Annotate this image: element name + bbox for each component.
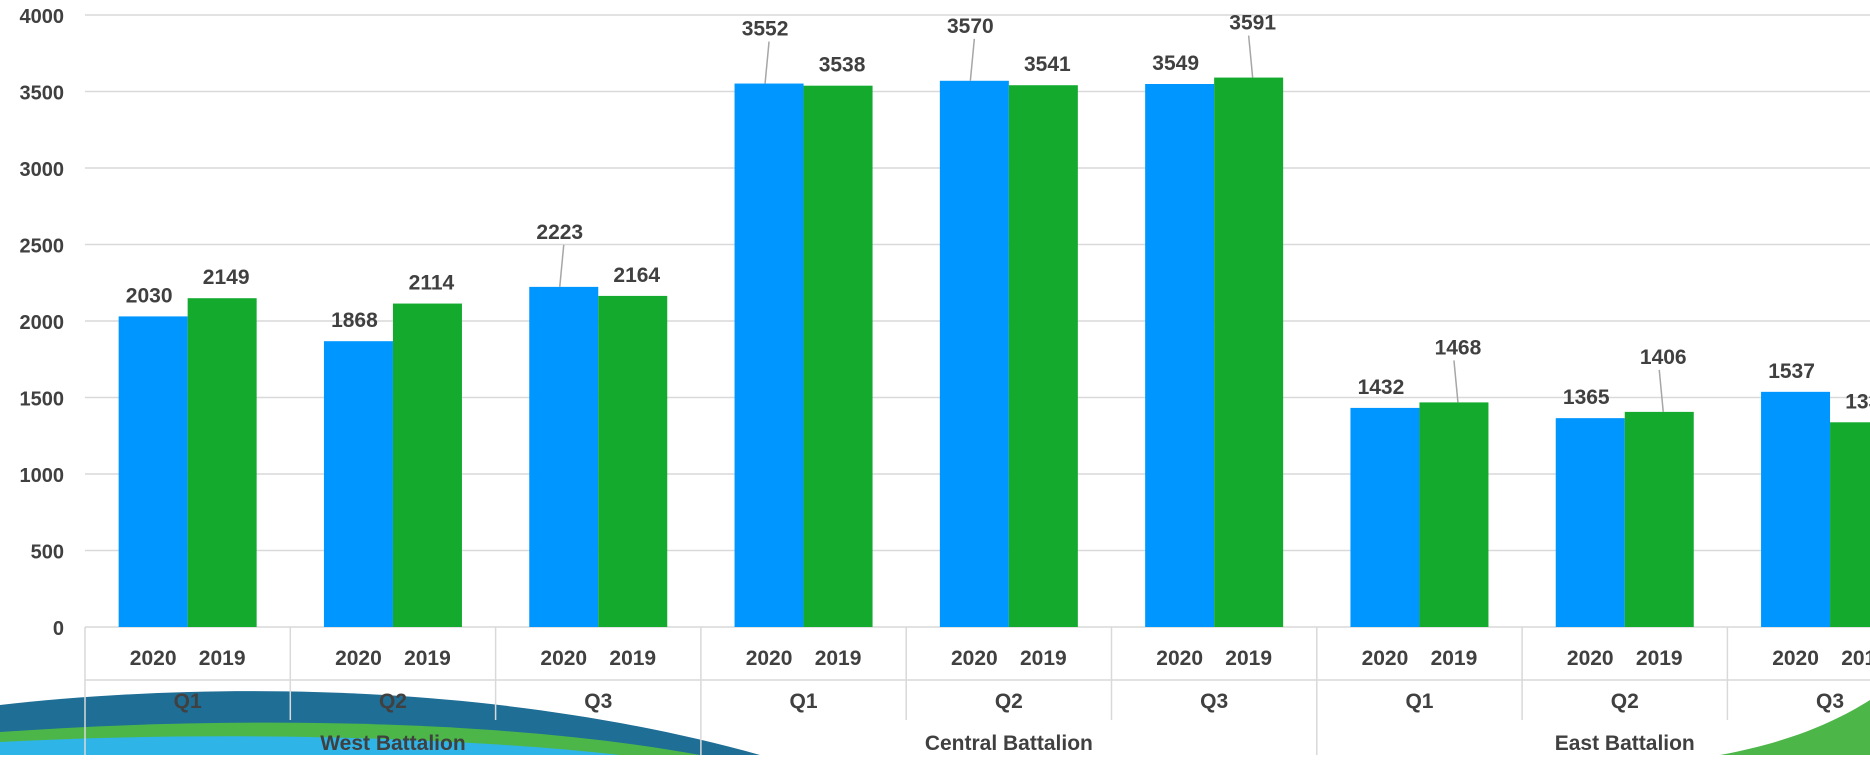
data-label: 3538 <box>819 54 866 77</box>
data-label: 2164 <box>613 264 660 287</box>
x-tick-label-quarter: Q1 <box>174 690 202 713</box>
x-tick-label-quarter: Q2 <box>995 690 1023 713</box>
y-tick-label: 2000 <box>20 312 65 334</box>
bar-2020 <box>529 286 599 627</box>
bar-2020 <box>323 341 393 627</box>
bar-2019 <box>598 295 668 627</box>
bar-2019 <box>803 85 873 628</box>
bar-2020 <box>118 316 188 627</box>
label-leader-line <box>764 41 770 84</box>
x-tick-label-year: 2020 <box>1567 647 1614 670</box>
data-label: 1468 <box>1435 336 1482 359</box>
x-tick-label-year: 2020 <box>130 647 177 670</box>
y-tick-label: 500 <box>31 542 64 564</box>
data-label: 3552 <box>742 18 789 41</box>
bar-2020 <box>1761 391 1831 627</box>
x-tick-label-quarter: Q2 <box>379 690 407 713</box>
x-tick-label-quarter: Q3 <box>1816 690 1844 713</box>
data-label: 3541 <box>1024 53 1071 76</box>
x-tick-label-year: 2020 <box>540 647 587 670</box>
data-label: 1365 <box>1563 386 1610 409</box>
bar-2019 <box>1419 402 1489 627</box>
bar-2019 <box>1830 422 1870 627</box>
bar-2020 <box>1145 84 1215 628</box>
data-label: 3549 <box>1152 52 1199 75</box>
wave-decoration-light <box>0 736 620 755</box>
data-label: 1338 <box>1845 390 1870 413</box>
x-tick-label-quarter: Q2 <box>1611 690 1639 713</box>
x-tick-label-year: 2020 <box>746 647 793 670</box>
y-tick-label: 4000 <box>20 6 65 28</box>
bar-2019 <box>1008 85 1078 628</box>
x-tick-label-year: 2019 <box>815 647 862 670</box>
label-leader-line <box>969 38 976 81</box>
y-tick-label: 3000 <box>20 159 65 181</box>
x-tick-label-quarter: Q1 <box>790 690 818 713</box>
data-label: 2223 <box>536 221 583 244</box>
y-tick-label: 2500 <box>20 236 65 258</box>
bar-2020 <box>939 80 1009 628</box>
x-tick-label-battalion: West Battalion <box>320 732 465 755</box>
label-leader-line <box>559 244 565 287</box>
x-tick-label-year: 2020 <box>335 647 382 670</box>
data-label: 2114 <box>409 272 455 295</box>
bar-2019 <box>392 303 462 627</box>
bar-2019 <box>187 298 257 627</box>
data-label: 1406 <box>1640 346 1687 369</box>
data-label: 2149 <box>203 266 250 289</box>
y-tick-label: 1000 <box>20 465 65 487</box>
bar-2020 <box>734 83 804 627</box>
y-tick-label: 3500 <box>20 83 65 105</box>
x-tick-label-year: 2019 <box>199 647 246 670</box>
data-label: 3591 <box>1229 12 1276 35</box>
x-tick-label-year: 2019 <box>1020 647 1067 670</box>
x-tick-label-year: 2019 <box>1841 647 1870 670</box>
x-tick-label-year: 2019 <box>1431 647 1478 670</box>
label-leader-line <box>1453 360 1459 403</box>
bar-2019 <box>1214 77 1284 627</box>
x-tick-label-year: 2019 <box>1636 647 1683 670</box>
x-tick-label-quarter: Q3 <box>1200 690 1228 713</box>
x-tick-label-quarter: Q1 <box>1405 690 1433 713</box>
bar-2020 <box>1555 418 1625 627</box>
x-tick-label-year: 2020 <box>1156 647 1203 670</box>
wave-decoration-right <box>1720 700 1870 755</box>
bar-2019 <box>1624 411 1694 627</box>
x-tick-label-year: 2020 <box>1772 647 1819 670</box>
x-tick-label-year: 2020 <box>951 647 998 670</box>
label-leader-line <box>1658 369 1664 412</box>
y-tick-label: 1500 <box>20 389 65 411</box>
data-label: 2030 <box>126 284 173 307</box>
data-label: 1432 <box>1358 376 1405 399</box>
x-tick-label-battalion: Central Battalion <box>925 732 1093 755</box>
x-tick-label-year: 2020 <box>1362 647 1409 670</box>
label-leader-line <box>1247 35 1254 78</box>
data-label: 1868 <box>331 309 378 332</box>
x-tick-label-year: 2019 <box>609 647 656 670</box>
x-tick-label-year: 2019 <box>404 647 451 670</box>
y-tick-label: 0 <box>53 618 64 640</box>
x-tick-label-year: 2019 <box>1225 647 1272 670</box>
bar-2020 <box>1350 407 1420 627</box>
data-label: 3570 <box>947 15 994 38</box>
x-tick-label-quarter: Q3 <box>584 690 612 713</box>
data-label: 1537 <box>1768 360 1815 383</box>
x-tick-label-battalion: East Battalion <box>1555 732 1695 755</box>
